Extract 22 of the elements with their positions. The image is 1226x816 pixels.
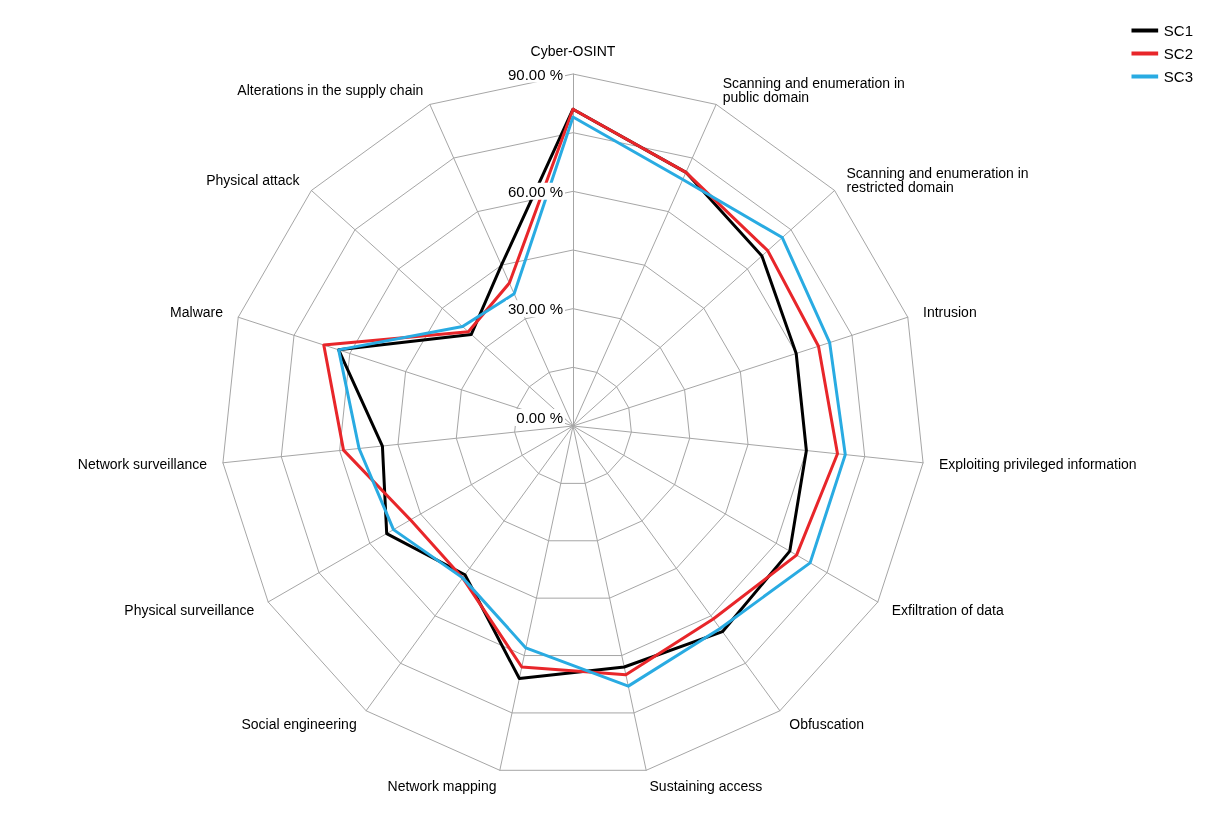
spoke-label: Alterations in the supply chain [237,81,424,98]
spoke-label: Physical attack [206,171,301,188]
spoke-label: Network surveillance [77,456,208,473]
spoke-label: Malware [170,304,224,321]
spoke-label: Cyber-OSINT [530,43,616,59]
legend-label: SC2 [1163,45,1194,62]
spoke-label: Scanning and enumeration in public domain [722,74,905,105]
y-tick-label: 30.00 % [507,300,563,318]
spoke-label: Obfuscation [789,715,865,732]
spoke-label: Exploiting privileged information [938,456,1137,473]
spoke-label: Sustaining access [649,777,763,794]
spoke-label: Scanning and enumeration in restricted domain [846,164,1029,195]
spoke-label: Network mapping [387,777,497,794]
spoke-label: Physical surveillance [124,602,255,618]
legend-label: SC1 [1163,22,1194,39]
spoke-label: Intrusion [922,304,977,321]
y-tick-label: 90.00 % [507,65,563,83]
legend-label: SC3 [1163,68,1194,85]
y-tick-label: 60.00 % [507,182,563,200]
y-tick-label: 0.00 % [516,409,563,426]
spoke-label: Social engineering [241,715,357,732]
spoke-label: Exfiltration of data [891,602,1004,618]
